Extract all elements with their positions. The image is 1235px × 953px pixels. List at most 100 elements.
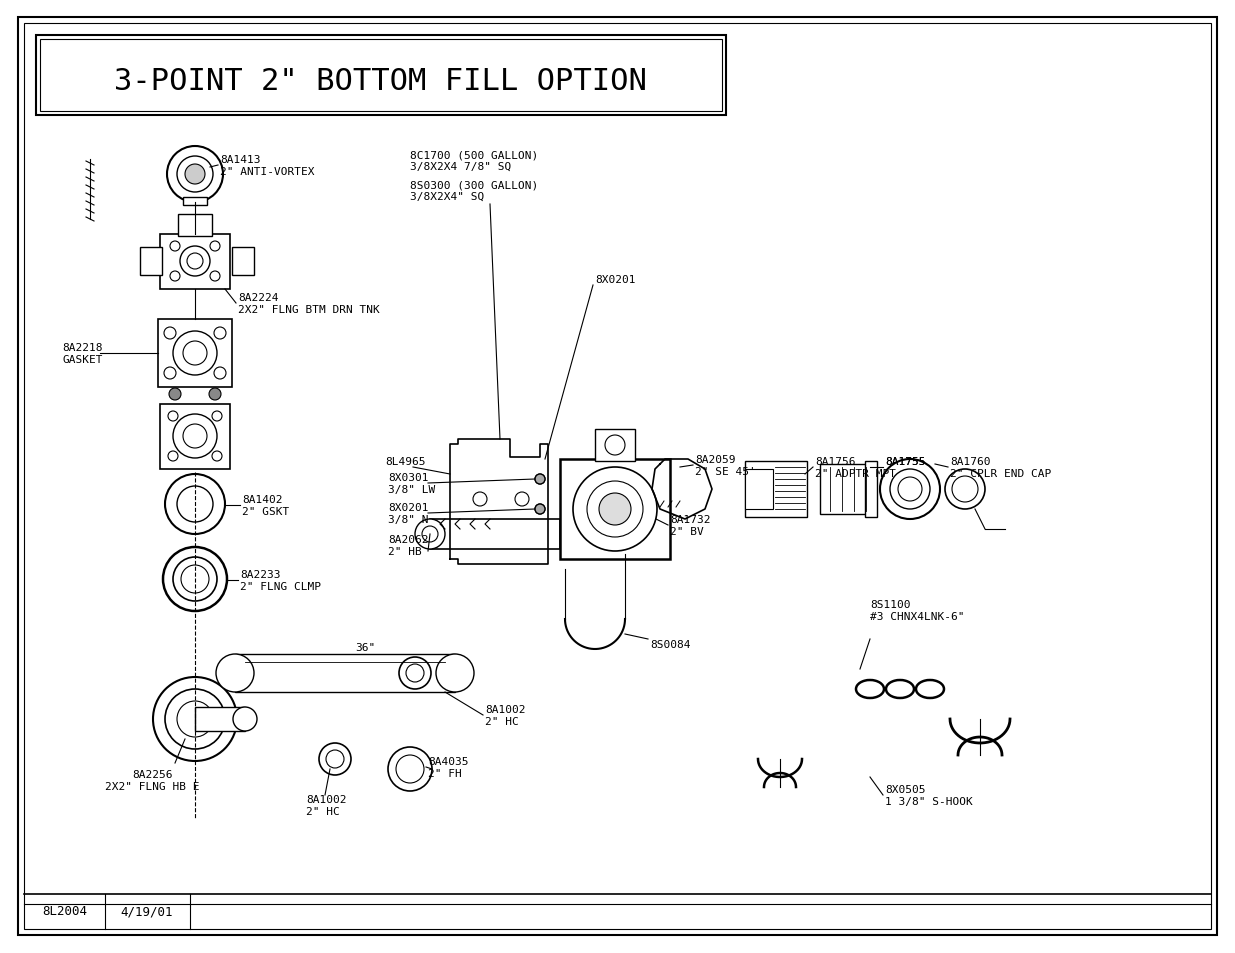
Circle shape (167, 147, 224, 203)
Circle shape (535, 504, 545, 515)
Text: 8A2218: 8A2218 (62, 343, 103, 353)
Circle shape (881, 459, 940, 519)
Bar (36, 36, 726, 116)
Circle shape (165, 475, 225, 535)
Text: 4/19/01: 4/19/01 (121, 904, 173, 918)
Circle shape (183, 424, 207, 449)
Circle shape (164, 328, 177, 339)
Circle shape (177, 157, 212, 193)
Text: 8S1100: 8S1100 (869, 599, 910, 609)
Text: 2" HC: 2" HC (485, 717, 519, 726)
Circle shape (185, 165, 205, 185)
Text: 8S0300 (300 GALLON): 8S0300 (300 GALLON) (410, 180, 538, 190)
Text: GASKET: GASKET (62, 355, 103, 365)
Circle shape (180, 247, 210, 276)
Circle shape (165, 689, 225, 749)
Circle shape (605, 436, 625, 456)
Text: 8X0201: 8X0201 (595, 274, 636, 285)
Text: 8A2233: 8A2233 (240, 569, 280, 579)
Circle shape (945, 470, 986, 510)
Text: 8A1760: 8A1760 (950, 456, 990, 467)
Circle shape (573, 468, 657, 552)
Circle shape (422, 526, 438, 542)
Circle shape (326, 750, 345, 768)
Circle shape (170, 272, 180, 282)
Circle shape (182, 565, 209, 594)
Text: 2" SE 45': 2" SE 45' (695, 467, 756, 476)
Text: 8A1413: 8A1413 (220, 154, 261, 165)
Bar (161, 234, 230, 290)
Circle shape (163, 547, 227, 612)
Text: 8L2004: 8L2004 (42, 904, 88, 918)
Text: 8X0201: 8X0201 (388, 502, 429, 513)
Bar (195, 707, 245, 731)
Text: 8L4965: 8L4965 (385, 456, 426, 467)
Circle shape (168, 412, 178, 421)
Bar (745, 470, 773, 510)
Circle shape (216, 655, 254, 692)
Circle shape (177, 486, 212, 522)
Circle shape (535, 504, 545, 515)
Circle shape (212, 412, 222, 421)
Text: 8A2256: 8A2256 (132, 769, 172, 780)
Text: #3 CHNX4LNK-6": #3 CHNX4LNK-6" (869, 612, 965, 621)
Text: 8C1700 (500 GALLON): 8C1700 (500 GALLON) (410, 150, 538, 160)
Bar (232, 248, 254, 275)
Bar (595, 430, 635, 461)
Text: 3/8X2X4" SQ: 3/8X2X4" SQ (410, 192, 484, 202)
Text: 8A1756: 8A1756 (815, 456, 856, 467)
Circle shape (170, 242, 180, 252)
Text: 8A1755: 8A1755 (885, 456, 925, 467)
Circle shape (169, 389, 182, 400)
Text: 2" FLNG CLMP: 2" FLNG CLMP (240, 581, 321, 592)
Text: 8A1002: 8A1002 (306, 794, 347, 804)
Bar (235, 655, 454, 692)
Circle shape (210, 272, 220, 282)
Text: 2" CPLR END CAP: 2" CPLR END CAP (950, 469, 1051, 478)
Circle shape (952, 476, 978, 502)
Circle shape (153, 678, 237, 761)
Text: 8A1402: 8A1402 (242, 495, 283, 504)
Text: 8A2062: 8A2062 (388, 535, 429, 544)
Circle shape (164, 368, 177, 379)
Circle shape (183, 341, 207, 366)
Bar (820, 464, 876, 515)
Circle shape (473, 493, 487, 506)
Bar (40, 40, 722, 112)
Text: 2" ANTI-VORTEX: 2" ANTI-VORTEX (220, 167, 315, 177)
Circle shape (233, 707, 257, 731)
Text: 2" FH: 2" FH (429, 768, 462, 779)
Circle shape (214, 368, 226, 379)
Bar (178, 214, 212, 236)
Text: 3/8" LW: 3/8" LW (388, 484, 435, 495)
Text: 2" HB: 2" HB (388, 546, 421, 557)
Text: 3-POINT 2" BOTTOM FILL OPTION: 3-POINT 2" BOTTOM FILL OPTION (114, 68, 646, 96)
Text: 2X2" FLNG HB E: 2X2" FLNG HB E (105, 781, 199, 791)
Circle shape (436, 655, 474, 692)
Text: 2" GSKT: 2" GSKT (242, 506, 289, 517)
Text: 8A4035: 8A4035 (429, 757, 468, 766)
Circle shape (214, 328, 226, 339)
Circle shape (168, 452, 178, 461)
Circle shape (599, 494, 631, 525)
Bar (559, 459, 671, 559)
Circle shape (515, 493, 529, 506)
Bar (140, 248, 162, 275)
Circle shape (587, 481, 643, 537)
Bar (161, 405, 230, 470)
Bar (183, 198, 207, 206)
Text: 2" BV: 2" BV (671, 526, 704, 537)
Circle shape (388, 747, 432, 791)
Circle shape (212, 452, 222, 461)
Text: 36": 36" (354, 642, 375, 652)
Bar (745, 461, 806, 517)
Text: 2" HC: 2" HC (306, 806, 340, 816)
Circle shape (210, 242, 220, 252)
Text: 8A2059: 8A2059 (695, 455, 736, 464)
Bar (430, 519, 559, 550)
Circle shape (177, 701, 212, 738)
Text: 8S0084: 8S0084 (650, 639, 690, 649)
Circle shape (415, 519, 445, 550)
Circle shape (890, 470, 930, 510)
Text: 8A1755: 8A1755 (885, 456, 925, 467)
